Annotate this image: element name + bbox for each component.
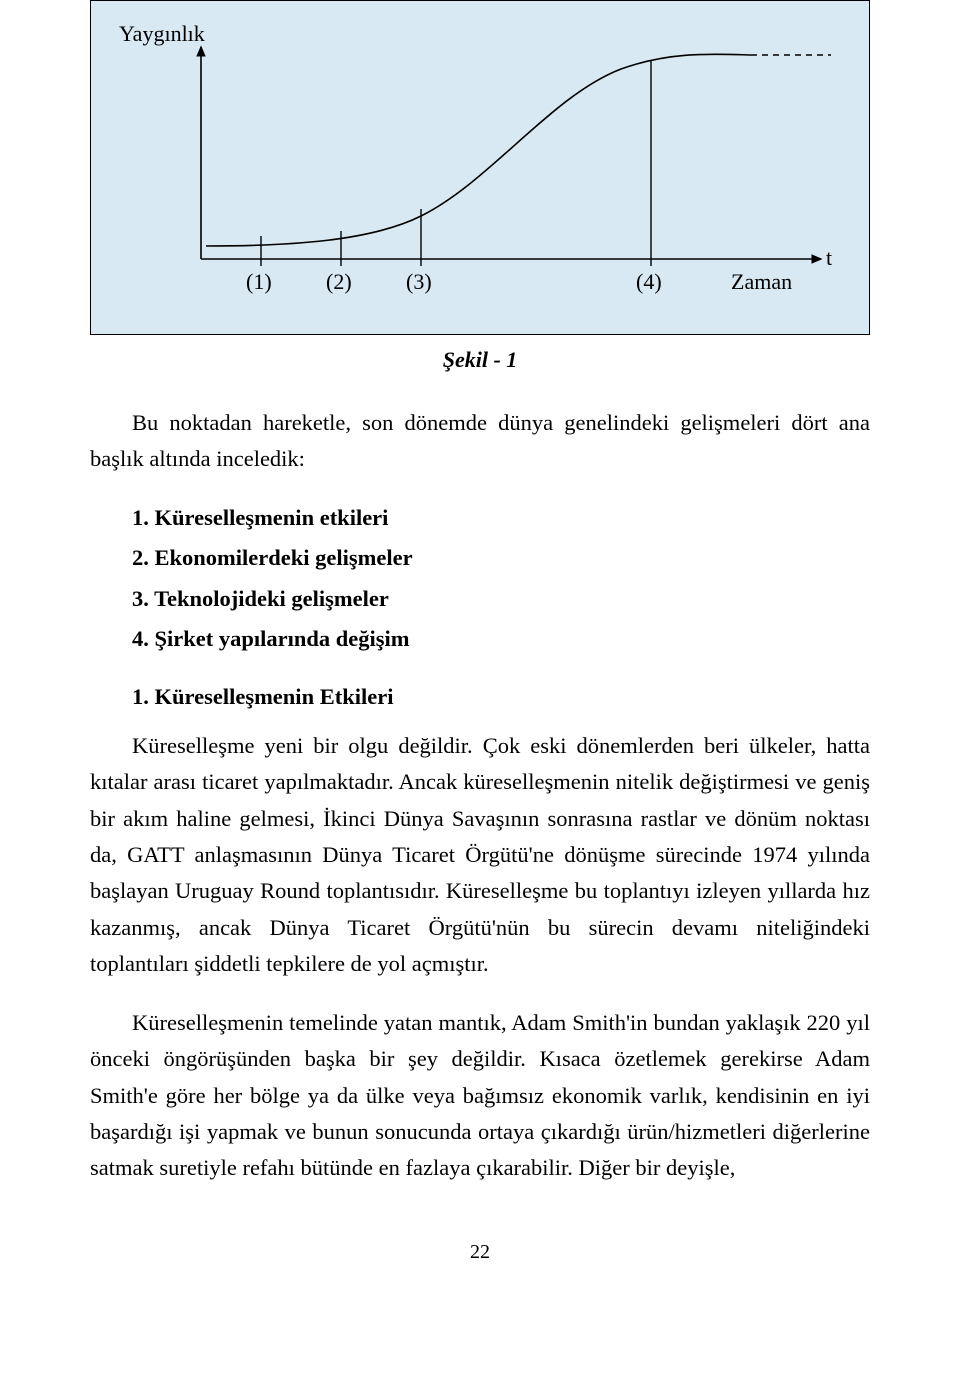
- figure-caption-row: Şekil - 1: [90, 347, 870, 373]
- x-tick-3: (3): [406, 269, 432, 295]
- t-label: t: [826, 245, 832, 271]
- list-item-4: 4. Şirket yapılarında değişim: [132, 621, 870, 657]
- figure-1-plot: [191, 41, 851, 301]
- x-axis-label: Zaman: [731, 269, 792, 295]
- page-number: 22: [90, 1241, 870, 1264]
- x-tick-2: (2): [326, 269, 352, 295]
- body-para-2: Küreselleşmenin temelinde yatan mantık, …: [90, 1005, 870, 1187]
- section-heading: 1. Küreselleşmenin Etkileri: [132, 684, 870, 710]
- list-item-1: 1. Küreselleşmenin etkileri: [132, 500, 870, 536]
- list-item-2: 2. Ekonomilerdeki gelişmeler: [132, 540, 870, 576]
- figure-caption: Şekil - 1: [443, 347, 518, 372]
- intro-paragraph: Bu noktadan hareketle, son dönemde dünya…: [90, 405, 870, 478]
- list-item-3: 3. Teknolojideki gelişmeler: [132, 581, 870, 617]
- page-root: Yaygınlık (1) (2) (3) (4) Zam: [0, 0, 960, 1399]
- body-para-1: Küreselleşme yeni bir olgu değildir. Çok…: [90, 728, 870, 983]
- x-tick-4: (4): [636, 269, 662, 295]
- x-tick-1: (1): [246, 269, 272, 295]
- figure-1-box: Yaygınlık (1) (2) (3) (4) Zam: [90, 0, 870, 335]
